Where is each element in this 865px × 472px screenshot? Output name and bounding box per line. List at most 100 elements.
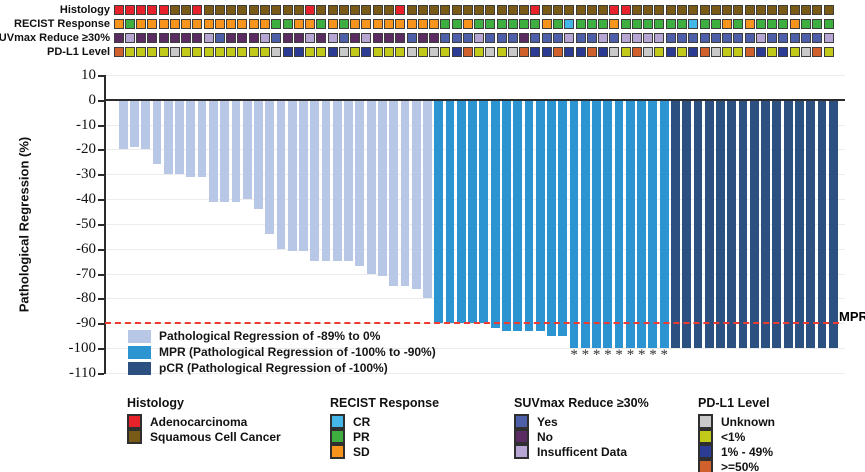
track-cell: [519, 19, 530, 29]
bottom-legend-item: Insufficent Data: [514, 444, 649, 459]
track-cell: [440, 47, 451, 57]
track-cell: [203, 5, 214, 15]
track-cell: [429, 5, 440, 15]
track-cell: [147, 47, 158, 57]
track-cell: [383, 47, 394, 57]
axis-tick-label: -100: [68, 340, 97, 357]
waterfall-bar: [501, 100, 511, 331]
track-cell: [496, 19, 507, 29]
axis-tick: [98, 274, 104, 276]
track-cell: [260, 33, 270, 43]
track-cell: [429, 19, 440, 29]
waterfall-bar: [163, 100, 173, 175]
track-cell: [124, 19, 135, 29]
bottom-legend-label: Unknown: [721, 414, 775, 429]
waterfall-bar: [118, 100, 128, 150]
waterfall-bar: [423, 100, 432, 299]
track-cell: [316, 33, 327, 43]
track-cell: [462, 5, 473, 15]
track-cell: [395, 5, 406, 15]
track-cell: [192, 5, 203, 15]
waterfall-bar: [321, 100, 331, 262]
track-cell: [755, 19, 766, 29]
bottom-legend-item: Adenocarcinoma: [127, 414, 281, 429]
bottom-legend-swatch: [330, 414, 345, 429]
axis-tick: [98, 199, 104, 201]
track-cell: [575, 19, 586, 29]
track-cell: [767, 19, 778, 29]
track-cell: [519, 47, 530, 57]
gridline: [105, 75, 845, 76]
bottom-legend-item: Squamous Cell Cancer: [127, 429, 281, 444]
track-cell: [293, 5, 304, 15]
axis-tick-label: 0: [88, 91, 97, 108]
axis-tick: [98, 249, 104, 251]
track-cell: [722, 33, 733, 43]
track-cell: [485, 19, 496, 29]
track-cell: [609, 47, 620, 57]
track-cell: [733, 5, 744, 15]
track-cell: [778, 33, 789, 43]
track-cell: [699, 33, 710, 43]
bottom-legend-swatch: [698, 429, 713, 444]
track-cell: [338, 33, 349, 43]
track-cell: [350, 47, 361, 57]
track-cell: [417, 5, 428, 15]
track-cell: [214, 19, 225, 29]
track-cell: [451, 19, 462, 29]
track-cell: [699, 5, 710, 15]
track-cell: [598, 47, 609, 57]
track-cell: [113, 33, 124, 43]
track-cell: [677, 33, 687, 43]
track-cell: [643, 5, 654, 15]
track-cell: [631, 33, 642, 43]
track-cell: [124, 5, 135, 15]
track-cell: [553, 33, 564, 43]
track-label-suvmax: SUVmax Reduce ≥30%: [0, 32, 110, 44]
waterfall-bar: [704, 100, 714, 349]
track-cell: [643, 47, 654, 57]
track-cell: [406, 47, 417, 57]
track-cell: [541, 5, 552, 15]
axis-tick-label: -20: [76, 141, 96, 158]
track-cell: [665, 19, 676, 29]
bottom-legend-item: Unknown: [698, 414, 775, 429]
track-cell: [586, 19, 597, 29]
track-cell: [181, 33, 192, 43]
track-cell: [248, 19, 259, 29]
waterfall-bar: [569, 100, 579, 349]
waterfall-bar: [310, 100, 320, 262]
track-cell: [755, 5, 766, 15]
track-cell: [688, 33, 699, 43]
waterfall-bar: [389, 100, 399, 287]
axis-tick-label: -10: [76, 116, 96, 133]
track-cell: [643, 19, 654, 29]
track-cell: [553, 19, 564, 29]
axis-tick: [98, 125, 104, 127]
axis-tick: [98, 100, 104, 102]
track-cell: [248, 33, 259, 43]
track-cell: [710, 47, 721, 57]
axis-tick-label: -110: [69, 364, 96, 381]
waterfall-bar: [208, 100, 218, 202]
track-cell: [338, 47, 349, 57]
track-cell: [293, 47, 304, 57]
axis-tick: [98, 149, 104, 151]
track-cell: [519, 5, 530, 15]
bottom-legend-label: Yes: [537, 414, 558, 429]
track-cell: [575, 47, 586, 57]
significance-asterisk: *: [649, 347, 657, 363]
waterfall-bar: [795, 100, 804, 349]
waterfall-bar: [535, 100, 545, 331]
track-cell: [169, 47, 180, 57]
track-cell: [305, 47, 316, 57]
track-cell: [214, 5, 225, 15]
bottom-legend-swatch: [330, 429, 345, 444]
track-cell: [383, 33, 394, 43]
track-cell: [586, 47, 597, 57]
track-cell: [474, 19, 485, 29]
track-cell: [237, 19, 248, 29]
bottom-legend-item: >=50%: [698, 459, 775, 472]
significance-asterisk: *: [581, 347, 590, 363]
